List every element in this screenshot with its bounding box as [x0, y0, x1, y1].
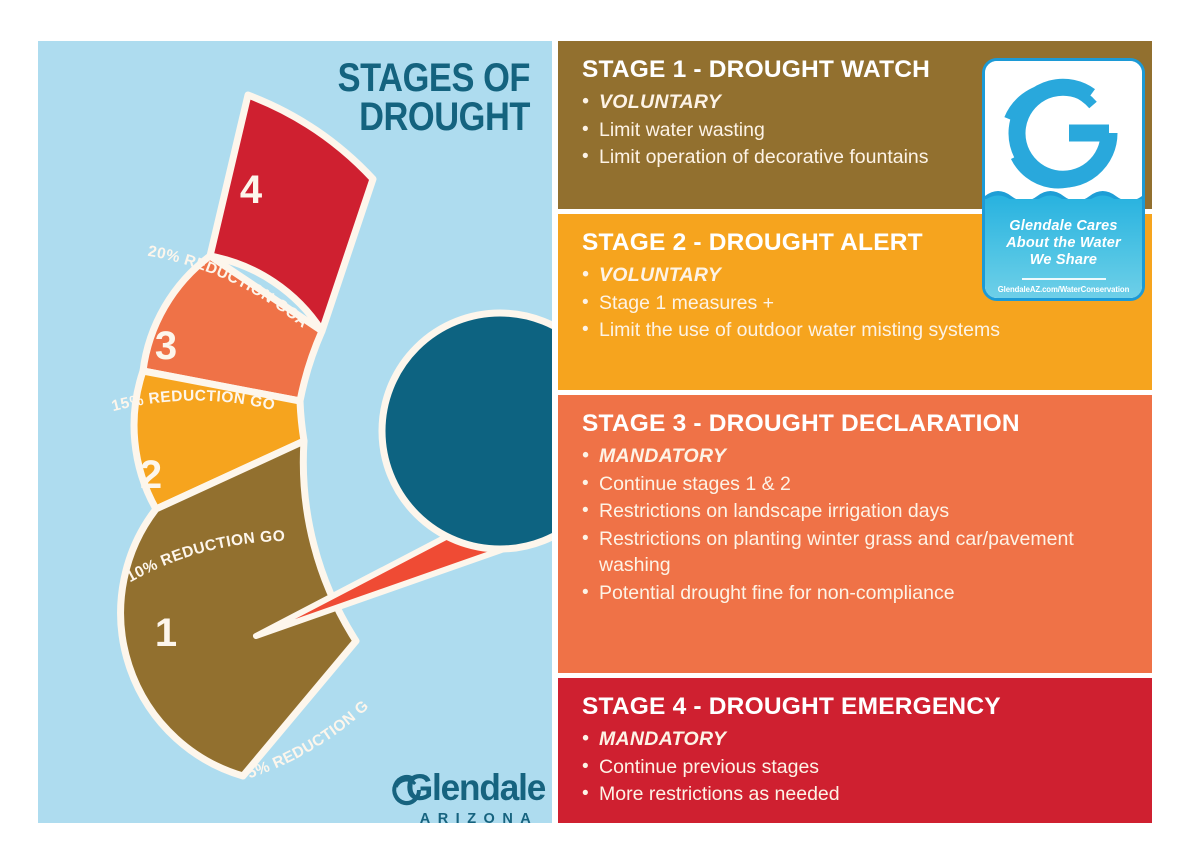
- list-item: Stage 1 measures +: [582, 290, 1132, 317]
- badge-tagline: Glendale Cares About the Water We Share: [985, 218, 1142, 269]
- page-title-line2: DROUGHT: [359, 95, 530, 140]
- stage-1-title: STAGE 1 - DROUGHT WATCH: [582, 56, 931, 83]
- list-item: Restrictions on landscape irrigation day…: [582, 498, 1132, 525]
- list-item: Potential drought fine for non-complianc…: [582, 580, 1132, 607]
- stage-2-bullets: VOLUNTARY Stage 1 measures + Limit the u…: [582, 262, 1132, 344]
- city-logo-wordmark: Glendale: [383, 769, 552, 806]
- stage-3-bullets: MANDATORY Continue stages 1 & 2 Restrict…: [582, 443, 1132, 607]
- gauge-number-4: 4: [240, 168, 263, 212]
- list-item: VOLUNTARY: [582, 262, 1132, 289]
- badge-url[interactable]: GlendaleAZ.com/WaterConservation: [997, 284, 1130, 294]
- stage-2-title: STAGE 2 - DROUGHT ALERT: [582, 229, 923, 256]
- city-logo-state: ARIZONA: [419, 811, 539, 823]
- gauge-hub: [378, 309, 552, 553]
- stage-panels: STAGE 1 - DROUGHT WATCH VOLUNTARY Limit …: [558, 41, 1152, 823]
- list-item: Continue stages 1 & 2: [582, 471, 1132, 498]
- page-title-line1: STAGES OF: [337, 56, 531, 100]
- badge-logo-area: [985, 61, 1142, 206]
- list-item: MANDATORY: [582, 726, 1132, 753]
- page-title: STAGES OF DROUGHT: [272, 56, 531, 140]
- stage-1-bullets: VOLUNTARY Limit water wasting Limit oper…: [582, 89, 1132, 171]
- glendale-g-swirl-icon: [1004, 78, 1118, 189]
- list-item: Limit operation of decorative fountains: [582, 144, 1132, 171]
- stage-4-title: STAGE 4 - DROUGHT EMERGENCY: [582, 693, 1001, 720]
- list-item: Restrictions on planting winter grass an…: [582, 526, 1132, 578]
- badge-tagline-line2: About the Water: [1006, 235, 1121, 252]
- gauge-number-2: 2: [140, 453, 162, 497]
- list-item: Limit the use of outdoor water misting s…: [582, 317, 1132, 344]
- stage-3-title: STAGE 3 - DROUGHT DECLARATION: [582, 410, 1020, 437]
- city-logo-name: Glendale: [405, 767, 546, 808]
- gauge-segment-2: [130, 367, 308, 513]
- drought-gauge-chart: 4 3 2 1 20% REDUCTION GOAL 15% REDUCTION…: [38, 41, 552, 782]
- gauge-segment-3: [139, 252, 326, 405]
- badge-tagline-line1: Glendale Cares: [1009, 218, 1118, 234]
- city-logo: Glendale ARIZONA: [378, 769, 552, 823]
- badge-divider: [1021, 278, 1106, 280]
- gauge-number-3: 3: [155, 324, 177, 368]
- stage-4-bullets: MANDATORY Continue previous stages More …: [582, 726, 1132, 808]
- gauge-number-1: 1: [155, 611, 177, 655]
- list-item: Limit water wasting: [582, 117, 1132, 144]
- stage-panel-4: STAGE 4 - DROUGHT EMERGENCY MANDATORY Co…: [558, 678, 1152, 823]
- water-conservation-badge: Glendale Cares About the Water We Share …: [982, 58, 1145, 301]
- glendale-swirl-icon: [392, 774, 421, 806]
- list-item: Continue previous stages: [582, 754, 1132, 781]
- list-item: VOLUNTARY: [582, 89, 1132, 116]
- gauge-panel: STAGES OF DROUGHT: [38, 41, 552, 823]
- gauge-segment-1: [117, 437, 360, 780]
- list-item: More restrictions as needed: [582, 781, 1132, 808]
- badge-tagline-line3: We Share: [1029, 252, 1098, 269]
- stage-panel-3: STAGE 3 - DROUGHT DECLARATION MANDATORY …: [558, 395, 1152, 673]
- list-item: MANDATORY: [582, 443, 1132, 470]
- badge-tagline-area: Glendale Cares About the Water We Share …: [985, 199, 1142, 298]
